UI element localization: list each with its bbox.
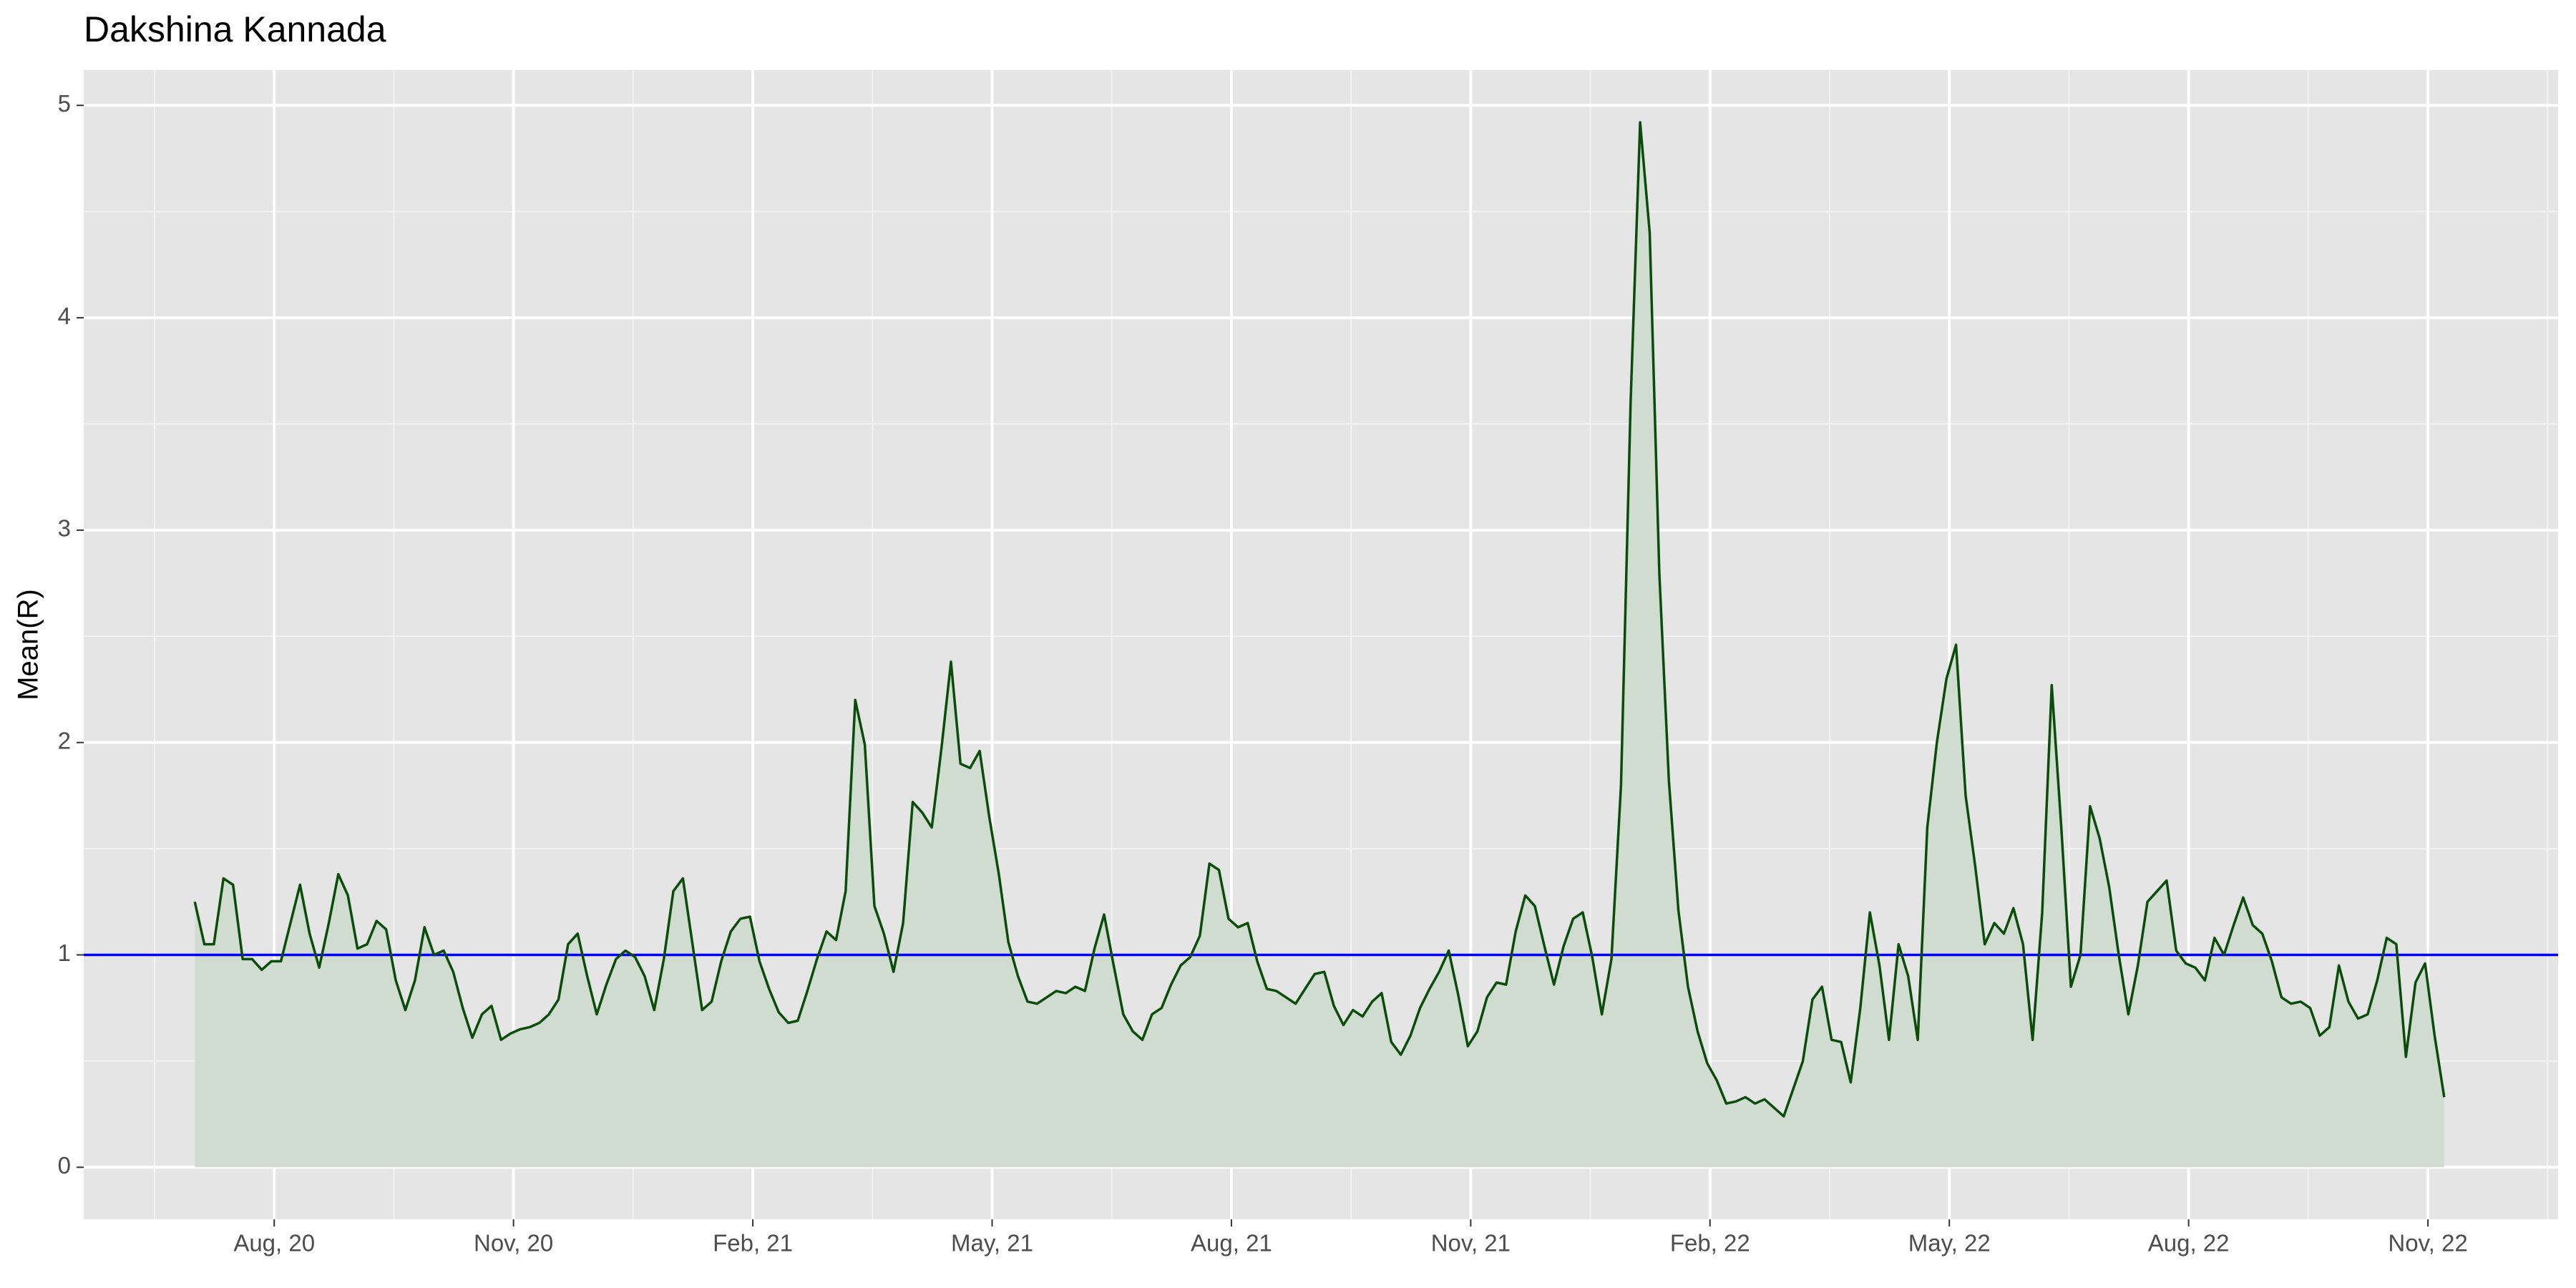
x-tick-label: Feb, 22 bbox=[1670, 1230, 1750, 1257]
x-tick-label: Nov, 22 bbox=[2388, 1230, 2467, 1257]
x-tick-label: Aug, 21 bbox=[1191, 1230, 1272, 1257]
area bbox=[195, 122, 2444, 1168]
x-tick-label: May, 21 bbox=[951, 1230, 1033, 1257]
x-tick-label: May, 22 bbox=[1908, 1230, 1991, 1257]
y-tick-label: 4 bbox=[58, 303, 71, 329]
y-tick-label: 2 bbox=[58, 727, 71, 753]
line bbox=[193, 121, 2446, 1118]
chart-title: Dakshina Kannada bbox=[84, 9, 386, 49]
y-tick-label: 3 bbox=[58, 515, 71, 542]
x-tick-label: Nov, 21 bbox=[1431, 1230, 1511, 1257]
y-tick-label: 1 bbox=[58, 940, 71, 966]
x-tick-label: Nov, 20 bbox=[474, 1230, 553, 1257]
x-tick-label: Feb, 21 bbox=[713, 1230, 793, 1257]
y-tick-label: 5 bbox=[58, 90, 71, 117]
y-axis-label: Mean(R) bbox=[13, 589, 44, 701]
x-tick-label: Aug, 20 bbox=[233, 1230, 315, 1257]
x-tick-label: Aug, 22 bbox=[2148, 1230, 2230, 1257]
y-tick-label: 0 bbox=[58, 1152, 71, 1179]
